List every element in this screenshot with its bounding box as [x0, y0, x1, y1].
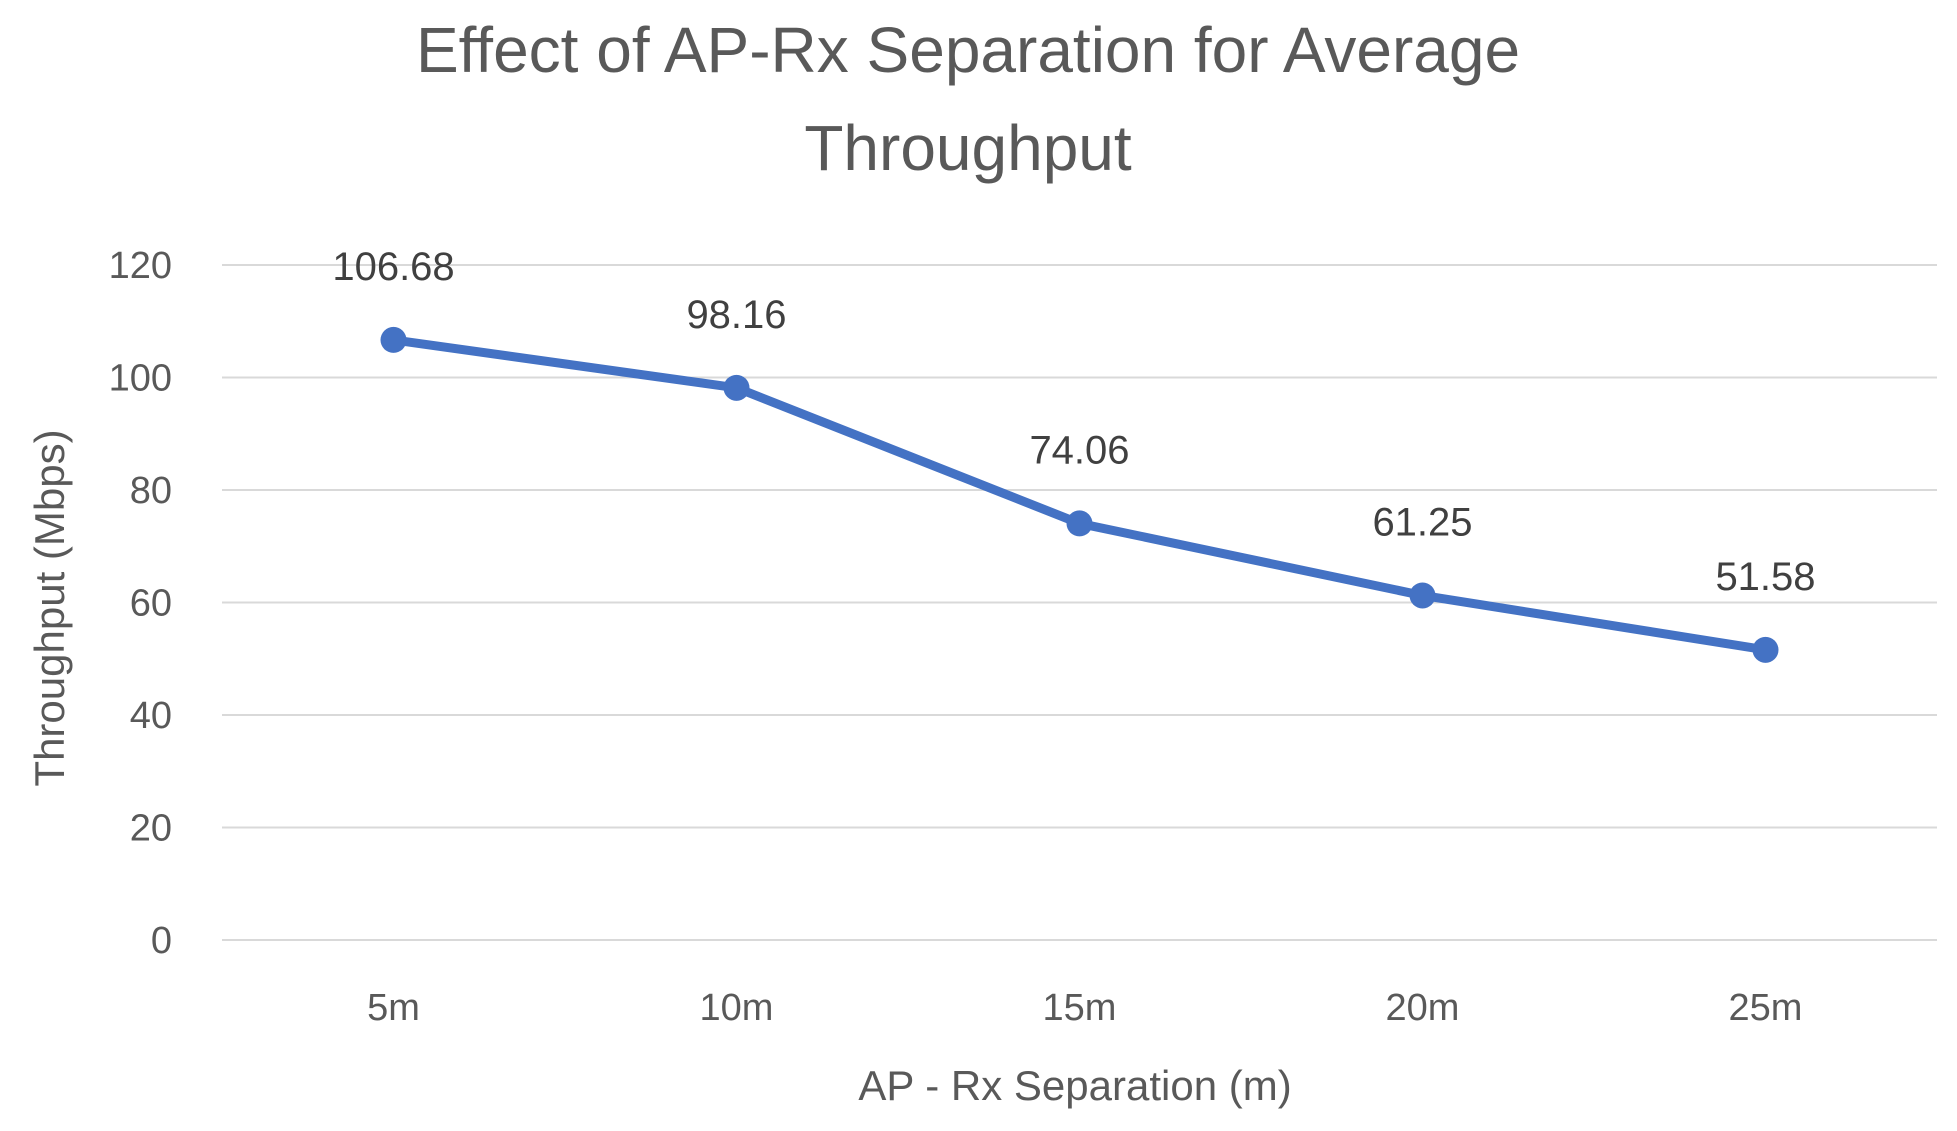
data-label: 51.58 [1715, 555, 1815, 599]
y-axis-title: Throughput (Mbps) [26, 429, 73, 786]
x-axis-title: AP - Rx Separation (m) [858, 1062, 1291, 1109]
data-labels: 106.68 98.16 74.06 61.25 51.58 [332, 245, 1815, 599]
series-throughput [380, 326, 1779, 663]
y-axis-ticks: 0 20 40 60 80 100 120 [109, 245, 172, 962]
data-label: 106.68 [332, 245, 454, 289]
y-tick-label: 0 [151, 920, 172, 962]
data-point [1752, 636, 1779, 663]
data-point [1409, 582, 1436, 609]
data-label: 98.16 [686, 293, 786, 337]
data-point [723, 374, 750, 401]
data-point [1066, 510, 1093, 537]
x-tick-label: 15m [1043, 987, 1117, 1029]
y-tick-label: 100 [109, 358, 172, 400]
gridlines [222, 264, 1937, 941]
chart-title-line-2: Throughput [804, 112, 1132, 184]
data-point [380, 326, 407, 353]
x-tick-label: 20m [1386, 987, 1460, 1029]
chart-title-line-1: Effect of AP-Rx Separation for Average [416, 14, 1520, 86]
x-tick-label: 25m [1729, 987, 1803, 1029]
x-axis-ticks: 5m 10m 15m 20m 25m [367, 987, 1802, 1029]
x-tick-label: 5m [367, 987, 420, 1029]
y-tick-label: 20 [130, 808, 172, 850]
data-label: 74.06 [1029, 428, 1129, 472]
y-tick-label: 40 [130, 695, 172, 737]
y-tick-label: 120 [109, 245, 172, 287]
chart-title: Effect of AP-Rx Separation for Average T… [416, 14, 1520, 184]
data-label: 61.25 [1372, 500, 1472, 544]
x-tick-label: 10m [700, 987, 774, 1029]
y-tick-label: 60 [130, 583, 172, 625]
y-tick-label: 80 [130, 470, 172, 512]
